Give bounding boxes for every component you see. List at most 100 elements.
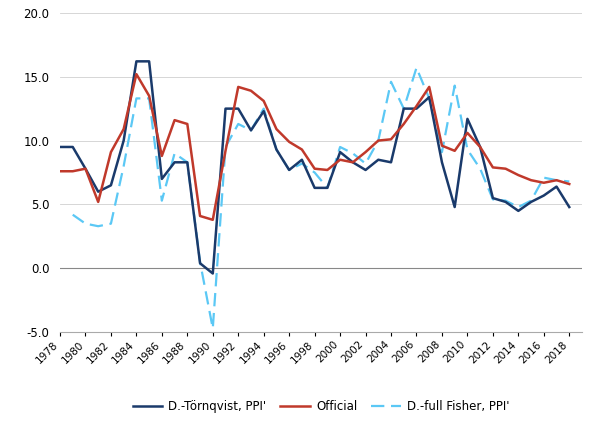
D.-full Fisher, PPI': [107, 221, 115, 226]
Legend: D.-Törnqvist, PPI', Official, D.-full Fisher, PPI': D.-Törnqvist, PPI', Official, D.-full Fi…: [128, 396, 514, 418]
D.-Törnqvist, PPI': [527, 199, 535, 204]
D.-full Fisher, PPI': [349, 151, 356, 156]
D.-Törnqvist, PPI': [107, 183, 115, 188]
Official: [374, 138, 382, 143]
D.-full Fisher, PPI': [324, 185, 331, 190]
D.-Törnqvist, PPI': [324, 185, 331, 190]
Official: [209, 217, 217, 222]
D.-full Fisher, PPI': [286, 167, 293, 173]
D.-full Fisher, PPI': [196, 259, 203, 265]
D.-Törnqvist, PPI': [337, 150, 344, 155]
D.-Törnqvist, PPI': [273, 147, 280, 152]
D.-full Fisher, PPI': [337, 144, 344, 150]
D.-full Fisher, PPI': [464, 147, 471, 152]
D.-Törnqvist, PPI': [95, 189, 102, 194]
Official: [464, 130, 471, 135]
D.-full Fisher, PPI': [566, 179, 573, 184]
D.-full Fisher, PPI': [82, 221, 89, 226]
D.-Törnqvist, PPI': [196, 261, 203, 266]
D.-Törnqvist, PPI': [540, 193, 547, 198]
D.-full Fisher, PPI': [362, 161, 369, 166]
D.-full Fisher, PPI': [171, 151, 178, 156]
Official: [476, 144, 484, 150]
Official: [196, 213, 203, 219]
Official: [298, 147, 305, 152]
D.-Törnqvist, PPI': [362, 167, 369, 173]
D.-full Fisher, PPI': [158, 198, 166, 203]
D.-full Fisher, PPI': [451, 83, 458, 88]
D.-Törnqvist, PPI': [222, 106, 229, 111]
D.-Törnqvist, PPI': [158, 176, 166, 181]
Official: [400, 121, 407, 127]
D.-full Fisher, PPI': [388, 79, 395, 84]
D.-Törnqvist, PPI': [425, 95, 433, 100]
Official: [349, 160, 356, 165]
D.-Törnqvist, PPI': [464, 116, 471, 121]
D.-Törnqvist, PPI': [476, 144, 484, 150]
Official: [235, 84, 242, 89]
D.-Törnqvist, PPI': [374, 157, 382, 162]
Line: Official: Official: [60, 74, 569, 220]
D.-Törnqvist, PPI': [489, 196, 496, 201]
Official: [425, 84, 433, 89]
D.-full Fisher, PPI': [413, 65, 420, 70]
Official: [527, 178, 535, 183]
D.-full Fisher, PPI': [209, 326, 217, 331]
Official: [222, 148, 229, 153]
D.-Törnqvist, PPI': [439, 160, 446, 165]
D.-full Fisher, PPI': [553, 178, 560, 183]
Official: [566, 181, 573, 187]
Official: [273, 127, 280, 132]
Official: [311, 166, 318, 171]
D.-full Fisher, PPI': [69, 212, 76, 217]
D.-full Fisher, PPI': [247, 128, 254, 133]
D.-Törnqvist, PPI': [298, 157, 305, 162]
D.-full Fisher, PPI': [311, 170, 318, 175]
D.-full Fisher, PPI': [489, 197, 496, 202]
Official: [540, 180, 547, 185]
D.-full Fisher, PPI': [95, 224, 102, 229]
Official: [413, 104, 420, 109]
D.-full Fisher, PPI': [374, 138, 382, 143]
Official: [362, 150, 369, 155]
D.-full Fisher, PPI': [235, 121, 242, 127]
Official: [439, 143, 446, 148]
D.-full Fisher, PPI': [439, 150, 446, 155]
D.-Törnqvist, PPI': [247, 128, 254, 133]
D.-full Fisher, PPI': [502, 198, 509, 203]
Line: D.-Törnqvist, PPI': D.-Törnqvist, PPI': [60, 61, 569, 273]
Official: [69, 169, 76, 174]
D.-Törnqvist, PPI': [311, 185, 318, 190]
D.-Törnqvist, PPI': [133, 59, 140, 64]
D.-Törnqvist, PPI': [553, 184, 560, 189]
Official: [502, 166, 509, 171]
D.-full Fisher, PPI': [222, 144, 229, 150]
Official: [553, 178, 560, 183]
Official: [146, 93, 153, 98]
D.-full Fisher, PPI': [515, 204, 522, 210]
D.-full Fisher, PPI': [133, 96, 140, 101]
D.-Törnqvist, PPI': [286, 167, 293, 173]
D.-Törnqvist, PPI': [235, 106, 242, 111]
Official: [184, 121, 191, 127]
D.-Törnqvist, PPI': [69, 144, 76, 150]
D.-full Fisher, PPI': [120, 164, 127, 169]
D.-Törnqvist, PPI': [566, 204, 573, 210]
D.-Törnqvist, PPI': [349, 160, 356, 165]
D.-full Fisher, PPI': [273, 147, 280, 152]
Official: [95, 199, 102, 204]
D.-full Fisher, PPI': [260, 106, 268, 111]
Official: [158, 153, 166, 158]
Official: [388, 137, 395, 142]
D.-full Fisher, PPI': [146, 96, 153, 101]
D.-full Fisher, PPI': [400, 106, 407, 111]
Official: [286, 139, 293, 144]
Official: [324, 167, 331, 173]
Official: [451, 148, 458, 153]
D.-full Fisher, PPI': [527, 198, 535, 203]
Official: [247, 88, 254, 93]
D.-Törnqvist, PPI': [260, 109, 268, 114]
D.-full Fisher, PPI': [184, 160, 191, 165]
D.-Törnqvist, PPI': [400, 106, 407, 111]
D.-Törnqvist, PPI': [56, 144, 64, 150]
